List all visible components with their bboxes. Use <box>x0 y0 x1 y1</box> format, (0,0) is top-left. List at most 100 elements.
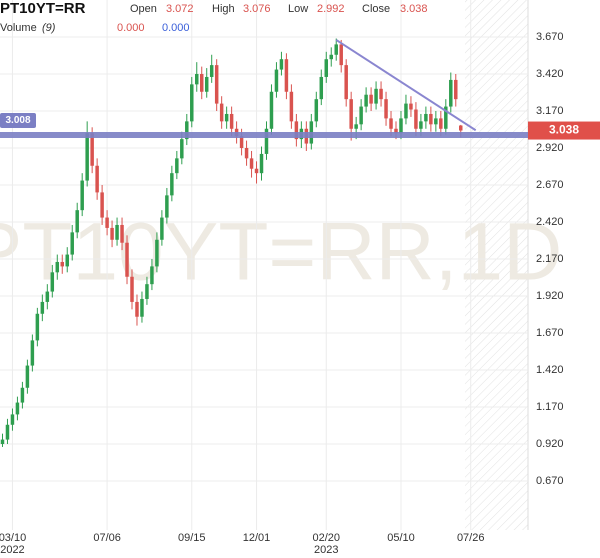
candle-body <box>284 59 289 92</box>
candle-body <box>364 94 368 107</box>
candle-body <box>369 94 373 104</box>
candle-body <box>274 69 279 92</box>
volume-value: 0.000 <box>117 22 145 34</box>
candle-body <box>344 65 348 100</box>
trendline <box>335 39 477 132</box>
candle-body <box>140 298 144 317</box>
candle-body <box>319 76 324 100</box>
candle-body <box>170 173 174 196</box>
candle-body <box>105 217 109 228</box>
candle-body <box>190 84 194 122</box>
y-tick-label: 2.920 <box>536 142 564 154</box>
candle-body <box>449 79 453 107</box>
candle-body <box>454 79 458 100</box>
volume-label: Volume <box>0 22 37 34</box>
candle-body <box>100 192 104 218</box>
candle-body <box>394 128 398 134</box>
year-label: 2022 <box>0 544 24 556</box>
x-tick-label: 09/15 <box>178 532 206 544</box>
candle-body <box>444 106 448 129</box>
year-label: 2023 <box>314 544 338 556</box>
candle-body <box>0 439 5 445</box>
candle-body <box>120 224 124 243</box>
level-badge <box>0 112 36 128</box>
y-tick-label: 1.920 <box>536 290 564 302</box>
candle-body <box>55 261 60 273</box>
candle-body <box>45 291 50 302</box>
candle-body <box>354 124 358 129</box>
candle-body <box>244 148 249 159</box>
candle-body <box>60 261 65 267</box>
candle-body <box>334 44 338 55</box>
candle-body <box>180 139 184 159</box>
ohlc-label: Open <box>130 3 157 15</box>
candle-body <box>155 239 159 267</box>
candle-body <box>165 195 169 218</box>
candle-body <box>85 133 89 181</box>
y-tick-label: 3.420 <box>536 68 564 80</box>
candle-body <box>384 99 388 119</box>
candle-body <box>409 103 413 110</box>
candle-body <box>40 301 45 314</box>
candle-body <box>30 340 35 366</box>
candle-body <box>90 133 94 166</box>
x-tick-label: 05/10 <box>387 532 415 544</box>
x-tick-label: 07/26 <box>457 532 485 544</box>
candle-body <box>65 254 69 267</box>
watermark: PT10YT=RR,1D <box>0 207 562 298</box>
candle-body <box>75 210 79 233</box>
candle-body <box>424 113 428 122</box>
candle-body <box>15 402 20 415</box>
candle-body <box>135 301 139 317</box>
candle-body <box>10 414 15 425</box>
candle-body <box>160 217 164 240</box>
candle-body <box>289 91 294 122</box>
candle-body <box>404 103 408 119</box>
candle-body <box>130 276 134 302</box>
candle-body <box>434 118 438 125</box>
candle-body <box>349 99 353 129</box>
candle-body <box>35 313 40 341</box>
candle-body <box>229 113 234 129</box>
candle-body <box>294 121 299 140</box>
y-tick-label: 1.670 <box>536 327 564 339</box>
candle-body <box>20 387 25 403</box>
y-tick-label: 3.670 <box>536 31 564 43</box>
candle-body <box>459 125 463 131</box>
candle-body <box>269 91 274 129</box>
candle-body <box>110 227 114 240</box>
y-tick-label: 2.420 <box>536 216 564 228</box>
ohlc-label: Close <box>362 3 390 15</box>
y-tick-label: 3.170 <box>536 105 564 117</box>
candle-body <box>414 109 418 129</box>
candle-body <box>185 121 189 140</box>
last-price-badge <box>528 121 600 140</box>
y-tick-label: 2.170 <box>536 253 564 265</box>
candle-body <box>239 136 244 149</box>
level-label: 3.008 <box>5 115 30 126</box>
ohlc-value: 3.076 <box>243 3 271 15</box>
candle-body <box>374 88 378 104</box>
candle-body <box>204 76 209 92</box>
candle-body <box>95 165 99 193</box>
ohlc-label: High <box>212 3 235 15</box>
ohlc-value: 3.038 <box>400 3 428 15</box>
candle-body <box>145 284 149 299</box>
candle-body <box>5 424 10 440</box>
candle-body <box>80 180 84 211</box>
y-tick-label: 1.170 <box>536 401 564 413</box>
y-tick-label: 0.920 <box>536 438 564 450</box>
candle-body <box>125 242 129 277</box>
y-tick-label: 2.670 <box>536 179 564 191</box>
candle-body <box>324 59 329 77</box>
candle-body <box>264 128 269 154</box>
ohlc-value: 3.072 <box>166 3 194 15</box>
candle-body <box>214 65 219 104</box>
candle-body <box>199 74 204 92</box>
candle-body <box>339 44 343 66</box>
last-price-label: 3.038 <box>549 123 579 137</box>
candle-body <box>175 158 179 174</box>
candle-body <box>314 99 319 122</box>
candle-body <box>209 65 214 77</box>
